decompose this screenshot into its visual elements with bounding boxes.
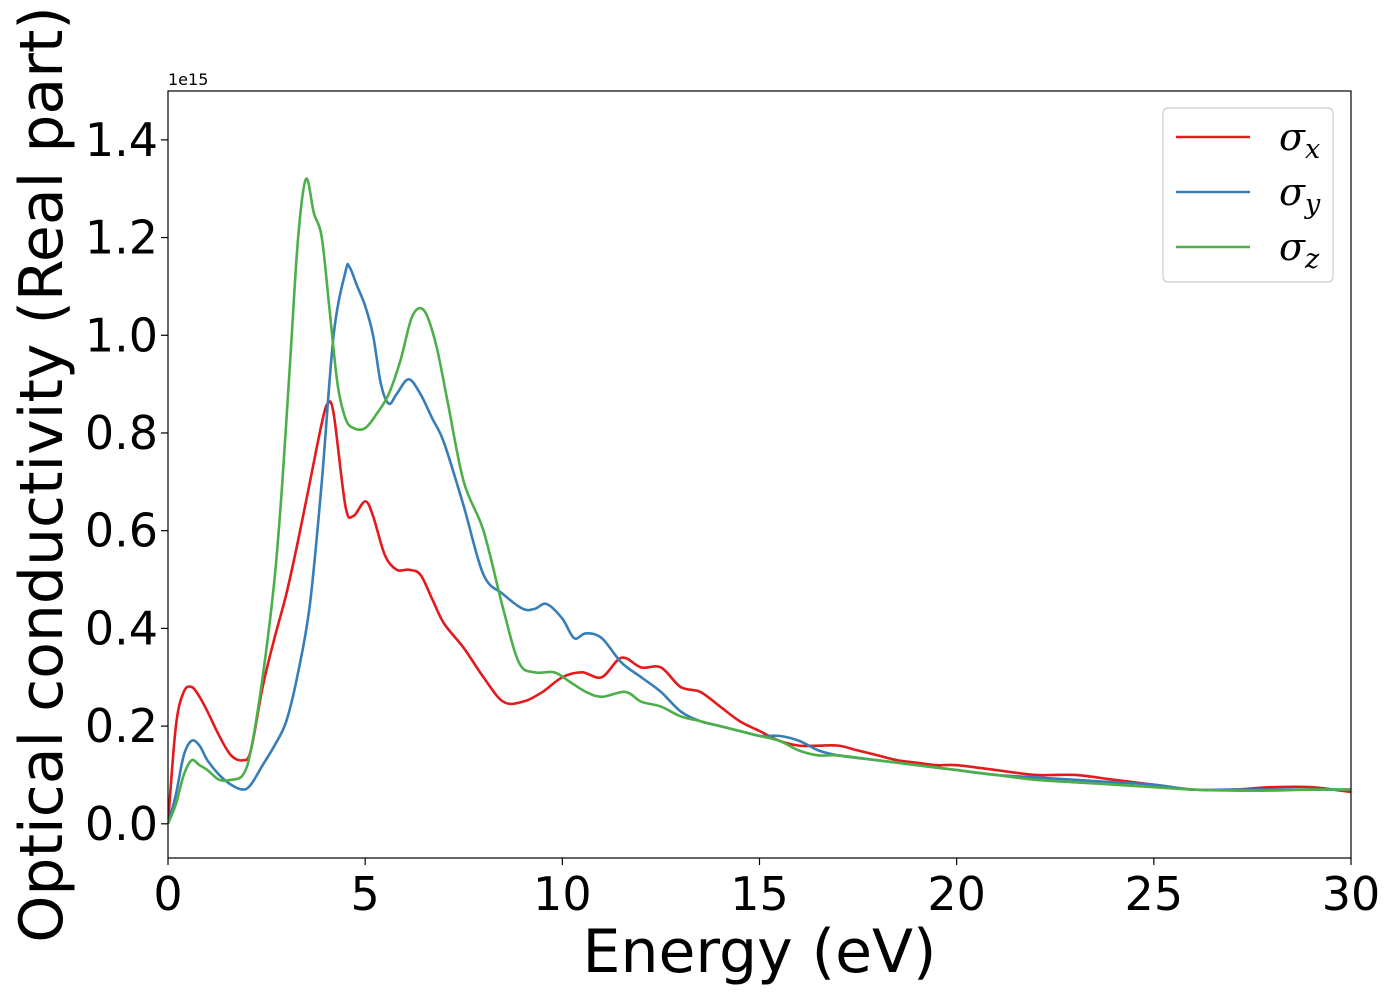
legend-subscript: z bbox=[1304, 244, 1320, 275]
y-axis-ticks: 0.0 0.2 0.4 0.6 0.8 1.0 1.2 1.4 bbox=[85, 113, 168, 851]
x-axis-label: Energy (eV) bbox=[583, 917, 937, 987]
y-axis-label: Optical conductivity (Real part) bbox=[7, 6, 77, 943]
legend-label-x: σx bbox=[1279, 115, 1320, 165]
series-line-x bbox=[168, 400, 1351, 824]
y-tick-label: 1.4 bbox=[85, 113, 158, 167]
y-tick-label: 0.6 bbox=[85, 504, 158, 558]
y-tick-label: 1.0 bbox=[85, 308, 158, 362]
legend-symbol: σ bbox=[1279, 225, 1306, 269]
y-tick-label: 1.2 bbox=[85, 211, 158, 265]
legend-box bbox=[1162, 107, 1334, 283]
legend-symbol: σ bbox=[1279, 170, 1306, 214]
x-axis-ticks: 0 5 10 15 20 25 30 bbox=[153, 858, 1380, 921]
x-tick-label: 25 bbox=[1125, 867, 1184, 921]
legend-subscript: y bbox=[1304, 189, 1321, 220]
series-line-y bbox=[168, 262, 1351, 825]
x-tick-label: 5 bbox=[351, 867, 380, 921]
series-line-z bbox=[168, 177, 1351, 825]
legend-symbol: σ bbox=[1279, 115, 1306, 159]
x-tick-label: 15 bbox=[730, 867, 789, 921]
y-tick-label: 0.0 bbox=[85, 797, 158, 851]
y-axis-offset-text: 1e15 bbox=[168, 70, 208, 89]
x-tick-label: 30 bbox=[1322, 867, 1381, 921]
x-tick-label: 20 bbox=[927, 867, 986, 921]
legend-label-z: σz bbox=[1279, 225, 1320, 275]
legend-label-y: σy bbox=[1279, 170, 1321, 220]
y-tick-label: 0.4 bbox=[85, 601, 158, 655]
plot-lines bbox=[168, 177, 1351, 825]
y-tick-label: 0.2 bbox=[85, 699, 158, 753]
x-tick-label: 0 bbox=[153, 867, 182, 921]
x-tick-label: 10 bbox=[533, 867, 592, 921]
y-tick-label: 0.8 bbox=[85, 406, 158, 460]
legend-subscript: x bbox=[1305, 134, 1320, 165]
